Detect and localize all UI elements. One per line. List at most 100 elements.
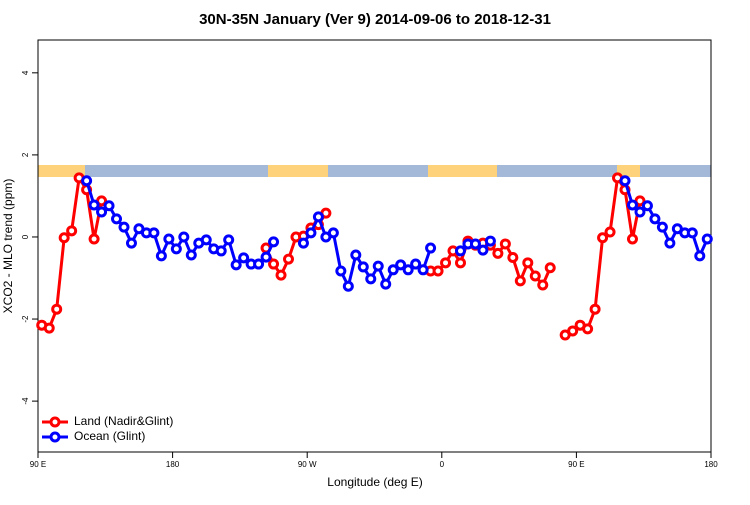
legend-label: Land (Nadir&Glint) xyxy=(74,414,173,428)
y-axis-label: XCO2 - MLO trend (ppm) xyxy=(1,179,15,314)
data-point xyxy=(283,253,295,265)
data-point xyxy=(410,258,422,270)
data-point xyxy=(567,325,579,337)
land-band xyxy=(38,165,85,177)
legend-marker xyxy=(49,416,61,428)
series-line xyxy=(41,173,642,337)
data-point xyxy=(81,175,93,187)
data-point xyxy=(357,261,369,273)
data-point xyxy=(342,280,354,292)
data-point xyxy=(96,206,108,218)
data-point xyxy=(664,237,676,249)
ocean-band xyxy=(85,165,268,177)
x-tick-label: 180 xyxy=(704,460,718,469)
data-point xyxy=(238,252,250,264)
data-point xyxy=(170,243,182,255)
data-point xyxy=(694,250,706,262)
data-point xyxy=(185,249,197,261)
x-tick-label: 90 E xyxy=(568,460,584,469)
data-point xyxy=(178,231,190,243)
data-point xyxy=(88,233,100,245)
data-point xyxy=(477,244,489,256)
legend-marker xyxy=(49,431,61,443)
data-point xyxy=(604,226,616,238)
data-point xyxy=(649,213,661,225)
data-point xyxy=(626,199,638,211)
data-point xyxy=(275,269,287,281)
data-point xyxy=(634,206,646,218)
data-point xyxy=(88,199,100,211)
data-point xyxy=(626,233,638,245)
land-band xyxy=(617,165,640,177)
data-point xyxy=(43,322,55,334)
x-tick-label: 90 W xyxy=(298,460,317,469)
data-point xyxy=(380,278,392,290)
y-tick-label: 2 xyxy=(21,152,30,157)
data-point xyxy=(260,251,272,263)
data-point xyxy=(297,237,309,249)
data-point xyxy=(544,262,556,274)
ocean-band xyxy=(328,165,428,177)
data-point xyxy=(522,257,534,269)
data-point xyxy=(223,234,235,246)
data-point xyxy=(387,264,399,276)
data-point xyxy=(641,200,653,212)
data-point xyxy=(417,264,429,276)
land-band xyxy=(268,165,328,177)
plot-frame xyxy=(37,39,712,453)
data-point xyxy=(268,236,280,248)
data-point xyxy=(372,260,384,272)
data-point xyxy=(335,265,347,277)
y-tick-label: 0 xyxy=(21,234,30,239)
data-point xyxy=(454,245,466,257)
data-point xyxy=(125,237,137,249)
data-point xyxy=(148,227,160,239)
data-point xyxy=(215,245,227,257)
ocean-band xyxy=(640,165,711,177)
data-point xyxy=(514,275,526,287)
data-point xyxy=(432,265,444,277)
data-point xyxy=(507,251,519,263)
data-point xyxy=(537,279,549,291)
series-line xyxy=(85,180,709,291)
data-point xyxy=(656,221,668,233)
data-point xyxy=(305,227,317,239)
y-tick-label: -2 xyxy=(21,315,30,323)
land-band xyxy=(428,165,497,177)
data-point xyxy=(66,225,78,237)
data-point xyxy=(155,250,167,262)
data-point xyxy=(230,259,242,271)
data-point xyxy=(200,234,212,246)
ocean-band xyxy=(497,165,617,177)
data-point xyxy=(58,232,70,244)
land-ocean-strip xyxy=(38,165,711,177)
data-point xyxy=(253,258,265,270)
x-tick-label: 180 xyxy=(166,460,180,469)
data-point xyxy=(492,247,504,259)
data-point xyxy=(350,249,362,261)
data-point xyxy=(402,264,414,276)
data-point xyxy=(440,257,452,269)
data-point xyxy=(111,213,123,225)
y-tick-label: 4 xyxy=(21,70,30,75)
data-point xyxy=(529,270,541,282)
data-point xyxy=(589,303,601,315)
data-point xyxy=(701,233,713,245)
data-point xyxy=(268,258,280,270)
data-point xyxy=(582,323,594,335)
data-point xyxy=(484,235,496,247)
data-point xyxy=(454,257,466,269)
data-point xyxy=(469,238,481,250)
data-point xyxy=(686,227,698,239)
data-point xyxy=(51,303,63,315)
legend-label: Ocean (Glint) xyxy=(74,429,145,443)
x-tick-label: 90 E xyxy=(30,460,46,469)
data-point xyxy=(425,242,437,254)
data-point xyxy=(395,259,407,271)
data-point xyxy=(365,273,377,285)
data-point xyxy=(619,175,631,187)
data-point xyxy=(327,227,339,239)
x-tick-label: 0 xyxy=(440,460,445,469)
data-point xyxy=(499,238,511,250)
